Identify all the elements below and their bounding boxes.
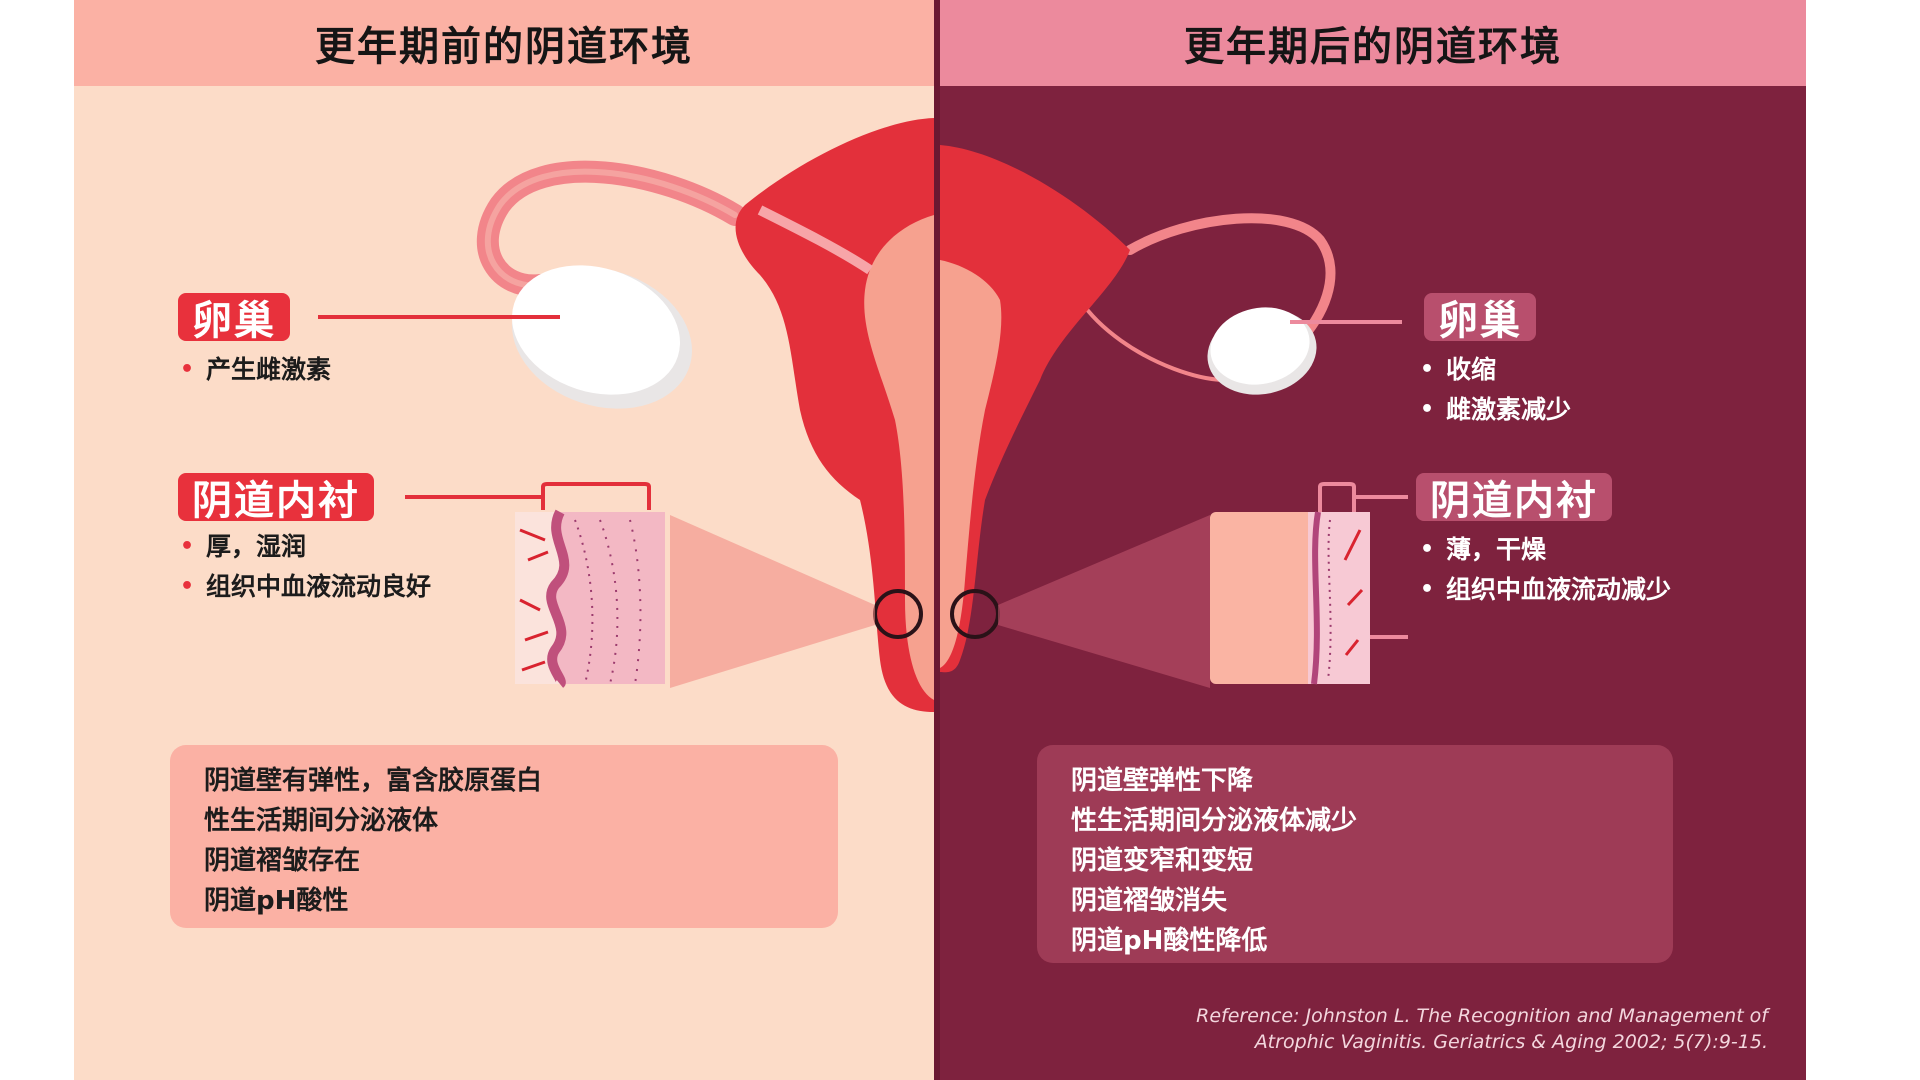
reference-line-2: Atrophic Vaginitis. Geriatrics & Aging 2… <box>1254 1031 1768 1053</box>
lining-label: 阴道内衬 <box>1430 478 1598 524</box>
premenopause-title: 更年期前的阴道环境 <box>315 24 693 70</box>
postmenopause-ovary-points: • 收缩 • 雌激素减少 <box>1416 350 1571 430</box>
postmenopause-summary: 阴道壁弹性下降性生活期间分泌液体减少 阴道变窄和变短 阴道褶皱消失阴道pH酸性降低 <box>1037 745 1673 963</box>
uterine-cavity <box>864 215 934 700</box>
bullet-item: • 厚，湿润 <box>176 527 431 567</box>
bullet-text: 组织中血液流动减少 <box>1446 575 1672 604</box>
ovary-label: 卵巢 <box>1438 298 1522 344</box>
summary-line: 性生活期间分泌液体 <box>204 806 439 836</box>
bullet-text: 薄，干燥 <box>1446 535 1547 564</box>
summary-line: 阴道壁有弹性，富含胶原蛋白 <box>204 766 543 796</box>
postmenopause-tissue-sample <box>1210 511 1370 685</box>
postmenopause-ovary-tag: 卵巢 <box>1424 293 1536 344</box>
bullet-text: 组织中血液流动良好 <box>206 572 432 601</box>
bullet-dot-icon: • <box>1420 397 1435 422</box>
bullet-dot-icon: • <box>180 574 195 599</box>
bullet-text: 雌激素减少 <box>1446 395 1572 424</box>
bullet-item: • 收缩 <box>1416 350 1571 390</box>
fallopian-tube <box>1125 213 1336 345</box>
premenopause-lining-points: • 厚，湿润 • 组织中血液流动良好 <box>176 527 431 607</box>
zoom-cone <box>998 515 1210 688</box>
premenopause-lining-tag: 阴道内衬 <box>178 473 374 524</box>
bullet-dot-icon: • <box>180 534 195 559</box>
postmenopause-lining-tag: 阴道内衬 <box>1416 473 1612 524</box>
uterine-cavity <box>940 260 1002 668</box>
reference-line-1: Reference: Johnston L. The Recognition a… <box>1196 1005 1768 1027</box>
postmenopause-lining-points: • 薄，干燥 • 组织中血液流动减少 <box>1416 530 1671 610</box>
bullet-item: • 组织中血液流动良好 <box>176 567 431 607</box>
premenopause-ovary-tag: 卵巢 <box>178 293 290 344</box>
postmenopause-title: 更年期后的阴道环境 <box>1184 24 1562 70</box>
lining-label: 阴道内衬 <box>192 478 360 524</box>
premenopause-header: 更年期前的阴道环境 <box>74 0 934 86</box>
premenopause-uterus <box>476 118 934 712</box>
summary-line: 阴道褶皱存在 <box>204 846 361 876</box>
bullet-text: 厚，湿润 <box>206 532 307 561</box>
postmenopause-uterus <box>940 145 1336 688</box>
bullet-item: • 组织中血液流动减少 <box>1416 570 1671 610</box>
ovary-label: 卵巢 <box>192 298 276 344</box>
premenopause-ovary-points: • 产生雌激素 <box>176 350 331 390</box>
bullet-item: • 薄，干燥 <box>1416 530 1671 570</box>
reference-citation: Reference: Johnston L. The Recognition a… <box>1068 1003 1768 1055</box>
bullet-dot-icon: • <box>1420 577 1435 602</box>
bullet-item: • 产生雌激素 <box>176 350 331 390</box>
zoom-cone <box>670 515 875 688</box>
summary-line: 阴道pH酸性降低 <box>1071 926 1268 956</box>
bullet-text: 产生雌激素 <box>206 355 332 384</box>
bullet-dot-icon: • <box>180 357 195 382</box>
postmenopause-header: 更年期后的阴道环境 <box>940 0 1806 86</box>
summary-line: 阴道壁弹性下降 <box>1071 766 1254 796</box>
summary-line: 阴道褶皱消失 <box>1071 886 1228 916</box>
lining-bracket <box>541 482 651 510</box>
uterus-body <box>940 145 1130 673</box>
fallopian-tube <box>476 160 746 297</box>
bullet-text: 收缩 <box>1446 355 1497 384</box>
summary-line: 阴道pH酸性 <box>204 886 349 916</box>
premenopause-summary: 阴道壁有弹性，富含胶原蛋白 性生活期间分泌液体 阴道褶皱存在 阴道pH酸性 <box>170 745 838 928</box>
bullet-dot-icon: • <box>1420 537 1435 562</box>
premenopause-tissue-sample <box>515 509 665 688</box>
lining-bracket <box>1318 482 1356 512</box>
summary-line: 阴道变窄和变短 <box>1071 846 1254 876</box>
bullet-item: • 雌激素减少 <box>1416 390 1571 430</box>
summary-line: 性生活期间分泌液体减少 <box>1071 806 1358 836</box>
panel-divider <box>934 0 940 1080</box>
bullet-dot-icon: • <box>1420 357 1435 382</box>
